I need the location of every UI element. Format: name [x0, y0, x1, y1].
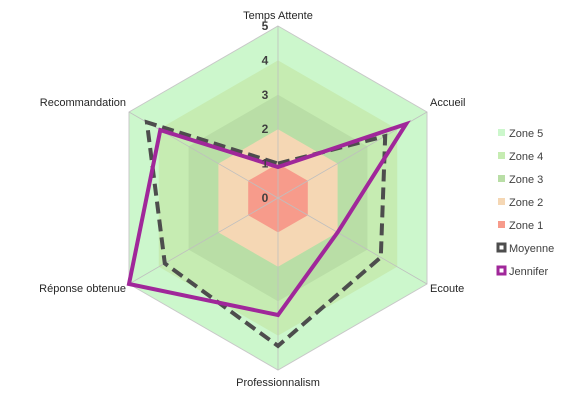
series-line-moyenne	[144, 119, 388, 349]
radial-tick-labels: 0 1 2 3 4 5	[262, 19, 269, 205]
legend-label-zone-3: Zone 3	[509, 174, 543, 186]
legend-swatch-zone-4	[498, 152, 505, 159]
category-label-recommandation: Recommandation	[40, 97, 126, 109]
tick-label-1: 1	[262, 157, 269, 171]
spoke-reponse-obtenue	[128, 197, 279, 285]
data-series	[126, 119, 411, 349]
legend-label-moyenne: Moyenne	[509, 243, 554, 255]
category-label-ecoute: Ecoute	[430, 283, 464, 295]
tick-label-0: 0	[262, 191, 269, 205]
tick-label-2: 2	[262, 122, 269, 136]
legend-swatch-jennifer	[496, 265, 507, 276]
category-label-professionnalism: Professionnalism	[236, 377, 320, 389]
spoke-ecoute	[277, 197, 428, 285]
legend-swatch-zone-2	[498, 198, 505, 205]
legend-swatch-zone-3	[498, 175, 505, 182]
legend-label-zone-1: Zone 1	[509, 220, 543, 232]
category-label-accueil: Accueil	[430, 97, 465, 109]
legend-label-zone-2: Zone 2	[509, 197, 543, 209]
legend-swatch-zone-1	[498, 221, 505, 228]
legend-swatch-zone-5	[498, 129, 505, 136]
legend: Zone 5 Zone 4 Zone 3 Zone 2 Zone 1 Moyenne Jen…	[496, 128, 554, 278]
legend-label-zone-4: Zone 4	[509, 151, 543, 163]
category-labels: Temps Attente Accueil Ecoute Professionnali…	[39, 10, 465, 389]
category-label-reponse-obtenue: Réponse obtenue	[39, 283, 126, 295]
series-line-jennifer	[126, 120, 411, 318]
legend-label-jennifer: Jennifer	[509, 266, 548, 278]
category-label-temps-attente: Temps Attente	[243, 10, 313, 22]
legend-label-zone-5: Zone 5	[509, 128, 543, 140]
tick-label-5: 5	[262, 19, 269, 33]
tick-label-3: 3	[262, 88, 269, 102]
tick-label-4: 4	[262, 53, 269, 67]
legend-swatch-moyenne	[496, 242, 507, 253]
